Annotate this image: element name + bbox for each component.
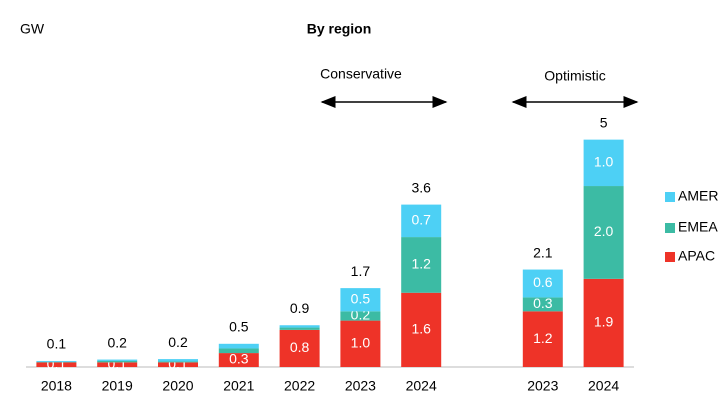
x-tick-label: 2019 xyxy=(102,378,133,394)
bar-segment xyxy=(36,360,77,362)
x-tick-label: 2022 xyxy=(284,378,315,394)
total-label: 0.5 xyxy=(229,319,249,335)
chart-title: By region xyxy=(307,21,372,37)
total-label: 0.2 xyxy=(168,334,188,350)
value-label: 0.6 xyxy=(533,274,553,290)
bar-segment xyxy=(340,288,381,312)
legend-swatch xyxy=(665,252,675,262)
value-label: 0.5 xyxy=(351,290,371,306)
x-tick-label: 2021 xyxy=(223,378,254,394)
value-label: 0.3 xyxy=(533,295,553,311)
bar-segment xyxy=(522,297,563,312)
bar-segment xyxy=(401,204,442,238)
bar-segment xyxy=(279,329,320,367)
bar-segment xyxy=(279,327,320,330)
legend-label: APAC xyxy=(678,248,715,264)
value-label: 1.0 xyxy=(351,335,371,351)
total-label: 2.1 xyxy=(533,244,553,260)
value-label: 0.8 xyxy=(290,339,310,355)
bar-segment xyxy=(218,348,259,354)
total-label: 0.2 xyxy=(107,334,127,350)
group-label: Optimistic xyxy=(544,68,605,84)
x-tick-label: 2023 xyxy=(527,378,558,394)
total-label: 1.7 xyxy=(351,263,371,279)
value-label: 1.6 xyxy=(411,321,431,337)
legend-label: EMEA xyxy=(678,219,718,235)
legend-swatch xyxy=(665,192,675,202)
value-label: 0.3 xyxy=(229,351,249,367)
value-label: 0.1 xyxy=(107,355,127,371)
bar-segment xyxy=(158,362,198,367)
value-label: 1.2 xyxy=(411,256,431,272)
total-label: 3.6 xyxy=(411,179,431,195)
bar-segment xyxy=(279,325,320,328)
unit-label: GW xyxy=(20,21,45,37)
total-label: 0.1 xyxy=(47,336,67,352)
total-label: 0.9 xyxy=(290,300,310,316)
bar-segment xyxy=(218,343,259,349)
value-label: 0.1 xyxy=(47,355,67,371)
value-label: 2.0 xyxy=(594,223,614,239)
bar-segment xyxy=(401,237,442,293)
x-tick-label: 2024 xyxy=(406,378,437,394)
x-tick-label: 2020 xyxy=(162,378,193,394)
x-tick-label: 2024 xyxy=(588,378,619,394)
bar-segment xyxy=(583,278,624,367)
legend-swatch xyxy=(665,223,675,233)
bar-segment xyxy=(97,360,138,363)
bar-segment xyxy=(36,362,77,367)
bar-segment xyxy=(97,362,138,367)
value-label: 1.2 xyxy=(533,330,553,346)
bar-segment xyxy=(401,292,442,367)
bar-segment xyxy=(218,353,259,367)
value-label: 1.9 xyxy=(594,314,614,330)
value-label: 0.7 xyxy=(411,212,431,228)
x-tick-label: 2018 xyxy=(41,378,72,394)
bar-segment xyxy=(158,359,198,362)
bar-segment xyxy=(522,311,563,367)
bar-segment xyxy=(522,269,563,298)
bar-segment xyxy=(97,359,138,361)
bar-segment xyxy=(583,139,624,187)
value-label: 0.1 xyxy=(168,355,188,371)
bar-segment xyxy=(583,186,624,279)
legend-label: AMER xyxy=(678,188,718,204)
bar-segment xyxy=(158,361,198,363)
bar-segment xyxy=(340,311,381,321)
value-label: 1.0 xyxy=(594,154,614,170)
group-label: Conservative xyxy=(320,66,402,82)
x-tick-label: 2023 xyxy=(345,378,376,394)
bar-segment xyxy=(340,320,381,367)
total-label: 5 xyxy=(600,114,608,130)
